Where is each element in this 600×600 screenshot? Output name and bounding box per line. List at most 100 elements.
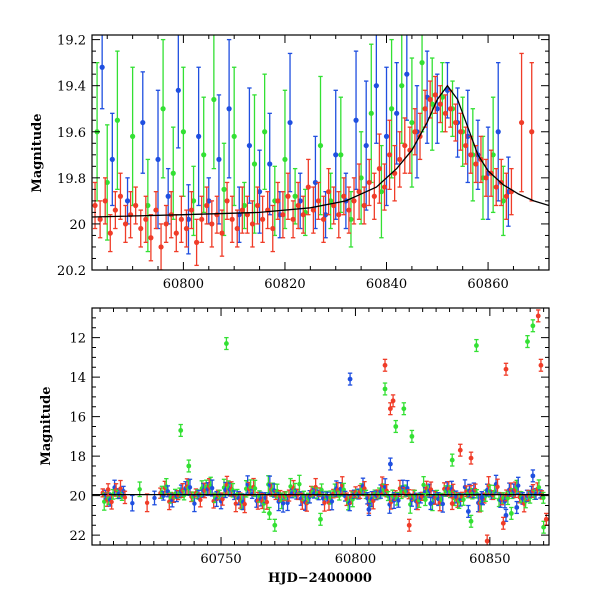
- bottom-blue-point: [209, 485, 215, 491]
- top-green-point: [500, 198, 506, 204]
- top-green-point: [160, 106, 166, 112]
- top-red-point: [260, 216, 266, 222]
- top-red-point: [361, 202, 367, 209]
- top-x-tick-label: 60860: [467, 277, 508, 292]
- top-red-point: [320, 216, 327, 222]
- top-blue-point: [297, 198, 303, 204]
- bottom-blue-outlier: [366, 507, 372, 512]
- bottom-red-outlier: [468, 455, 474, 461]
- bottom-red-point: [144, 500, 150, 505]
- bottom-red-outlier: [503, 366, 509, 372]
- bottom-blue-outlier: [503, 512, 509, 518]
- bottom-y-tick-label: 18: [69, 450, 86, 465]
- bottom-blue-outlier: [387, 461, 393, 467]
- top-red-point: [473, 161, 479, 167]
- top-blue-point: [226, 106, 232, 112]
- top-red-point: [122, 221, 129, 227]
- bottom-blue-point: [329, 499, 335, 504]
- bottom-blue-outlier: [514, 505, 520, 510]
- top-blue-point: [185, 216, 192, 222]
- top-red-point: [158, 244, 164, 250]
- bottom-red-point: [495, 484, 500, 490]
- bottom-blue-outlier: [530, 473, 536, 479]
- bottom-red-outlier: [105, 487, 111, 493]
- bottom-y-tick-label: 14: [69, 371, 86, 386]
- bottom-green-point: [536, 485, 542, 490]
- bottom-red-point: [198, 497, 203, 503]
- top-red-point: [285, 193, 291, 199]
- top-blue-point: [465, 133, 471, 139]
- top-red-point: [254, 202, 261, 209]
- top-red-point: [97, 216, 103, 222]
- top-y-tick-label: 19.6: [57, 126, 86, 141]
- top-red-point: [402, 142, 408, 149]
- bottom-green-outlier: [474, 343, 479, 348]
- top-red-point: [376, 166, 383, 172]
- top-red-point: [249, 221, 256, 227]
- top-blue-point: [124, 198, 131, 204]
- bottom-axis-ticks: 60750 60800 60850 12 14 16 18 20 22: [69, 307, 549, 567]
- bottom-x-tick-label: 60750: [200, 552, 241, 567]
- top-y-tick-label: 20.2: [57, 264, 86, 279]
- top-green-point: [378, 189, 385, 195]
- bottom-plot-frame: [91, 307, 550, 546]
- top-blue-point: [353, 117, 359, 123]
- top-green-point: [104, 179, 110, 186]
- bottom-green-outlier: [449, 457, 455, 463]
- top-blue-point: [246, 142, 253, 149]
- top-blue-point: [267, 161, 273, 167]
- bottom-green-outlier: [422, 497, 428, 502]
- top-blue-point: [333, 152, 339, 158]
- top-y-tick-label: 19.2: [57, 34, 86, 49]
- bottom-green-point: [137, 487, 142, 492]
- bottom-blue-outlier: [347, 376, 353, 382]
- bottom-green-outlier: [393, 424, 399, 429]
- top-green-point: [231, 133, 237, 139]
- bottom-red-outlier: [382, 362, 388, 368]
- bottom-green-outlier: [401, 406, 407, 412]
- bottom-blue-point: [516, 483, 521, 488]
- bottom-y-tick-label: 20: [69, 490, 86, 505]
- bottom-x-axis-title: HJD−2400000: [268, 571, 372, 586]
- bottom-green-outlier: [318, 516, 323, 522]
- top-red-point: [148, 235, 154, 241]
- bottom-red-point: [122, 495, 128, 500]
- top-red-point: [315, 198, 322, 204]
- top-y-axis-title: Magnitude: [30, 113, 45, 192]
- top-red-point: [447, 106, 454, 112]
- bottom-red-outlier: [535, 313, 541, 319]
- top-blue-point: [373, 83, 379, 89]
- top-green-point: [317, 142, 324, 149]
- bottom-green-outlier: [525, 339, 530, 344]
- bottom-green-outlier: [186, 463, 192, 469]
- top-red-point: [173, 230, 179, 236]
- bottom-blue-point: [130, 500, 135, 506]
- top-red-point: [224, 198, 230, 204]
- top-red-point: [422, 106, 428, 112]
- top-blue-point: [216, 156, 222, 163]
- bottom-plot-area: [92, 309, 549, 545]
- bottom-red-outlier: [457, 447, 463, 453]
- top-red-point: [153, 207, 159, 213]
- top-red-point: [437, 101, 443, 107]
- bottom-green-outlier: [409, 433, 415, 439]
- bottom-x-tick-label: 60800: [335, 552, 376, 567]
- top-blue-point: [109, 156, 115, 163]
- top-red-point: [280, 212, 286, 218]
- bottom-green-outlier: [508, 511, 514, 516]
- bottom-red-point: [118, 486, 123, 491]
- top-red-point: [194, 239, 200, 245]
- top-red-point: [381, 184, 388, 190]
- top-red-point: [442, 110, 449, 116]
- top-red-point: [386, 152, 393, 158]
- top-red-point: [133, 202, 139, 209]
- top-red-point: [143, 216, 149, 222]
- top-red-point: [214, 212, 220, 218]
- bottom-green-outlier: [178, 428, 184, 433]
- top-green-point: [338, 152, 344, 158]
- top-red-point: [209, 221, 215, 227]
- bottom-red-outlier: [538, 362, 544, 368]
- top-y-tick-label: 20: [69, 218, 86, 233]
- top-blue-point: [322, 212, 329, 218]
- top-red-point: [305, 184, 311, 190]
